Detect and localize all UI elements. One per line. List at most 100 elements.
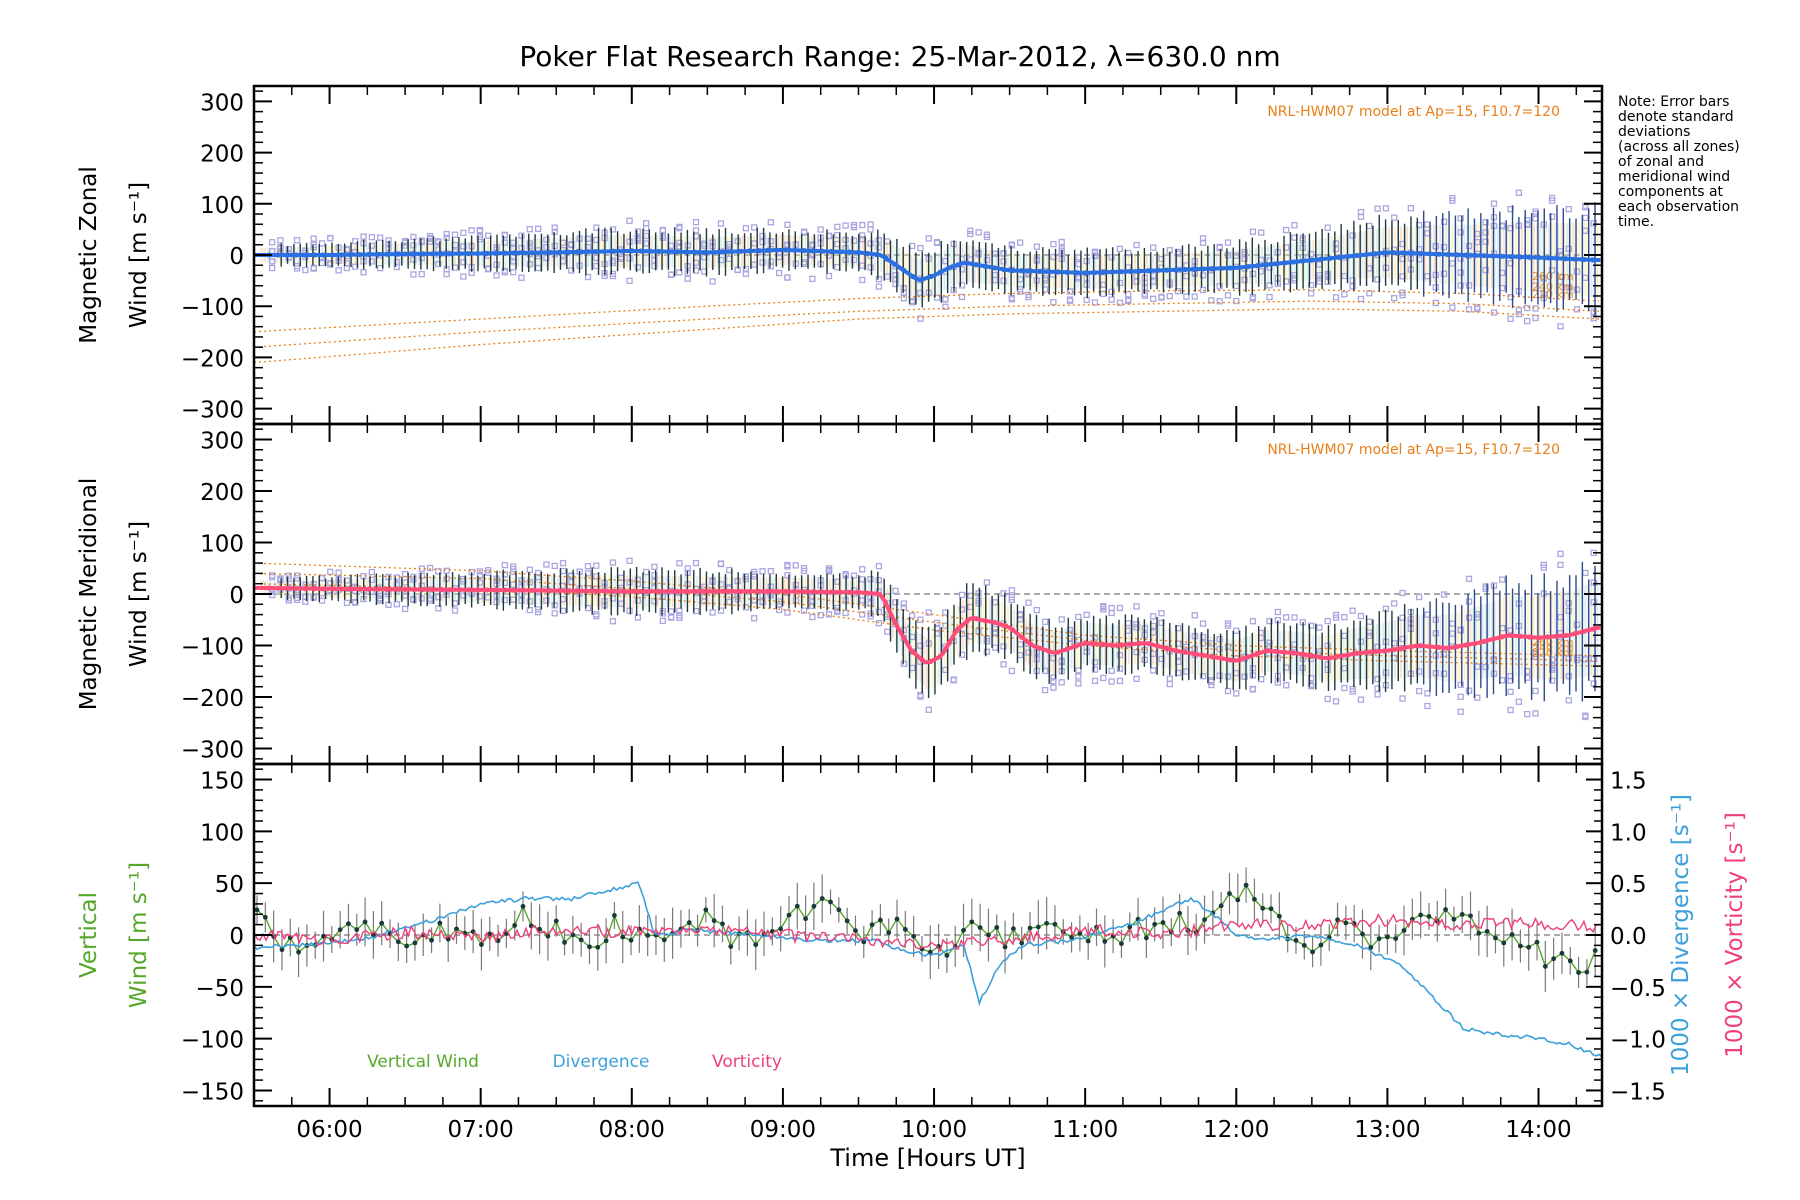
figure-title: Poker Flat Research Range: 25-Mar-2012, …: [519, 40, 1280, 73]
sample-point: [1083, 611, 1090, 619]
sample-point: [293, 237, 301, 244]
left-tick-label: 150: [200, 769, 244, 795]
vertical-wind-point: [1567, 958, 1573, 964]
sample-point: [1440, 670, 1448, 677]
mean-wind-point: [475, 250, 481, 257]
mean-wind-point: [1127, 641, 1134, 647]
mean-wind-point: [946, 640, 952, 646]
sample-point: [1091, 659, 1099, 666]
mean-wind-point: [547, 249, 553, 256]
sample-point: [1465, 687, 1473, 694]
sample-point: [1000, 258, 1007, 265]
sample-point: [285, 245, 292, 253]
sample-point: [867, 221, 874, 228]
mean-wind-point: [493, 250, 499, 256]
vertical-wind-point: [886, 930, 892, 935]
mean-wind-point: [1182, 266, 1188, 273]
sample-point: [609, 595, 617, 602]
mean-wind-point: [728, 588, 735, 595]
sample-point: [1025, 649, 1032, 656]
left-tick-label: 0: [229, 244, 244, 270]
mean-wind-point: [602, 588, 608, 594]
mean-wind-point: [1000, 622, 1007, 629]
sample-point: [418, 237, 425, 244]
sample-point: [1050, 678, 1057, 685]
sample-point: [1391, 600, 1398, 607]
x-tick-label: 06:00: [296, 1117, 362, 1143]
mean-wind-point: [855, 589, 862, 596]
sample-point: [958, 651, 966, 658]
sample-point: [1033, 243, 1040, 250]
sample-point: [368, 568, 376, 576]
sample-point: [476, 568, 484, 575]
mean-wind-point: [1390, 647, 1397, 653]
sample-point: [1216, 283, 1223, 290]
y-axis-title: Vertical Wind [m s⁻¹]: [76, 862, 152, 1008]
mean-wind-point: [484, 250, 490, 256]
sample-point: [468, 227, 475, 234]
left-tick-label: 0: [229, 583, 244, 609]
mean-wind-point: [747, 588, 753, 595]
sample-point: [726, 566, 733, 574]
sample-point: [1025, 628, 1032, 635]
mean-wind-point: [493, 587, 499, 593]
sample-point: [634, 228, 641, 235]
sample-point: [1199, 286, 1207, 294]
sample-point: [485, 232, 492, 239]
sample-point: [626, 579, 633, 586]
sample-point: [1100, 606, 1107, 613]
sample-point: [1424, 690, 1431, 697]
vertical-wind-point: [1592, 948, 1598, 953]
sample-point: [1208, 297, 1215, 304]
vertical-wind-point: [1426, 914, 1432, 919]
left-tick-label: 200: [200, 142, 244, 168]
vertical-wind-point: [1143, 935, 1149, 941]
sample-point: [268, 258, 276, 265]
vertical-wind-point: [1476, 930, 1482, 936]
mean-wind-point: [710, 588, 717, 595]
sample-point: [975, 600, 982, 607]
sample-point: [1590, 220, 1597, 227]
mean-wind-point: [511, 587, 517, 593]
sample-point: [352, 238, 359, 245]
mean-wind-point: [1191, 651, 1197, 657]
sample-point: [526, 579, 533, 586]
mean-wind-point: [1544, 255, 1551, 261]
sample-point: [1324, 666, 1331, 674]
sample-point: [784, 561, 791, 569]
sample-point: [1075, 673, 1082, 680]
sample-point: [1349, 232, 1356, 239]
mean-wind-point: [638, 248, 644, 254]
sample-point: [310, 235, 317, 242]
sample-point: [1208, 681, 1215, 689]
mean-wind-point: [1381, 250, 1387, 256]
sample-point: [1233, 690, 1240, 697]
x-tick-label: 08:00: [599, 1117, 665, 1143]
sample-point: [1457, 627, 1464, 634]
sample-point: [1548, 213, 1556, 220]
sample-point: [867, 226, 874, 233]
mean-wind-point: [1363, 251, 1369, 258]
sample-point: [1465, 242, 1473, 250]
mean-wind-point: [774, 247, 780, 253]
sample-point: [1224, 643, 1232, 650]
sample-point: [410, 233, 417, 241]
sample-point: [1374, 691, 1381, 698]
sample-point: [551, 224, 558, 231]
sample-point: [751, 615, 758, 622]
mean-wind-point: [638, 588, 644, 595]
mean-wind-point: [438, 587, 444, 593]
sample-point: [451, 607, 459, 614]
vertical-wind-point: [1002, 944, 1008, 950]
sample-point: [1224, 292, 1232, 299]
mean-wind-point: [1100, 641, 1106, 648]
sample-point: [410, 256, 417, 263]
sample-point: [1058, 238, 1065, 246]
sample-point: [609, 559, 617, 566]
vertical-wind-point: [1443, 907, 1448, 912]
mean-wind-point: [1164, 645, 1170, 651]
vertical-wind-point: [1276, 913, 1282, 919]
mean-wind-point: [1182, 649, 1188, 655]
sample-point: [983, 635, 991, 642]
